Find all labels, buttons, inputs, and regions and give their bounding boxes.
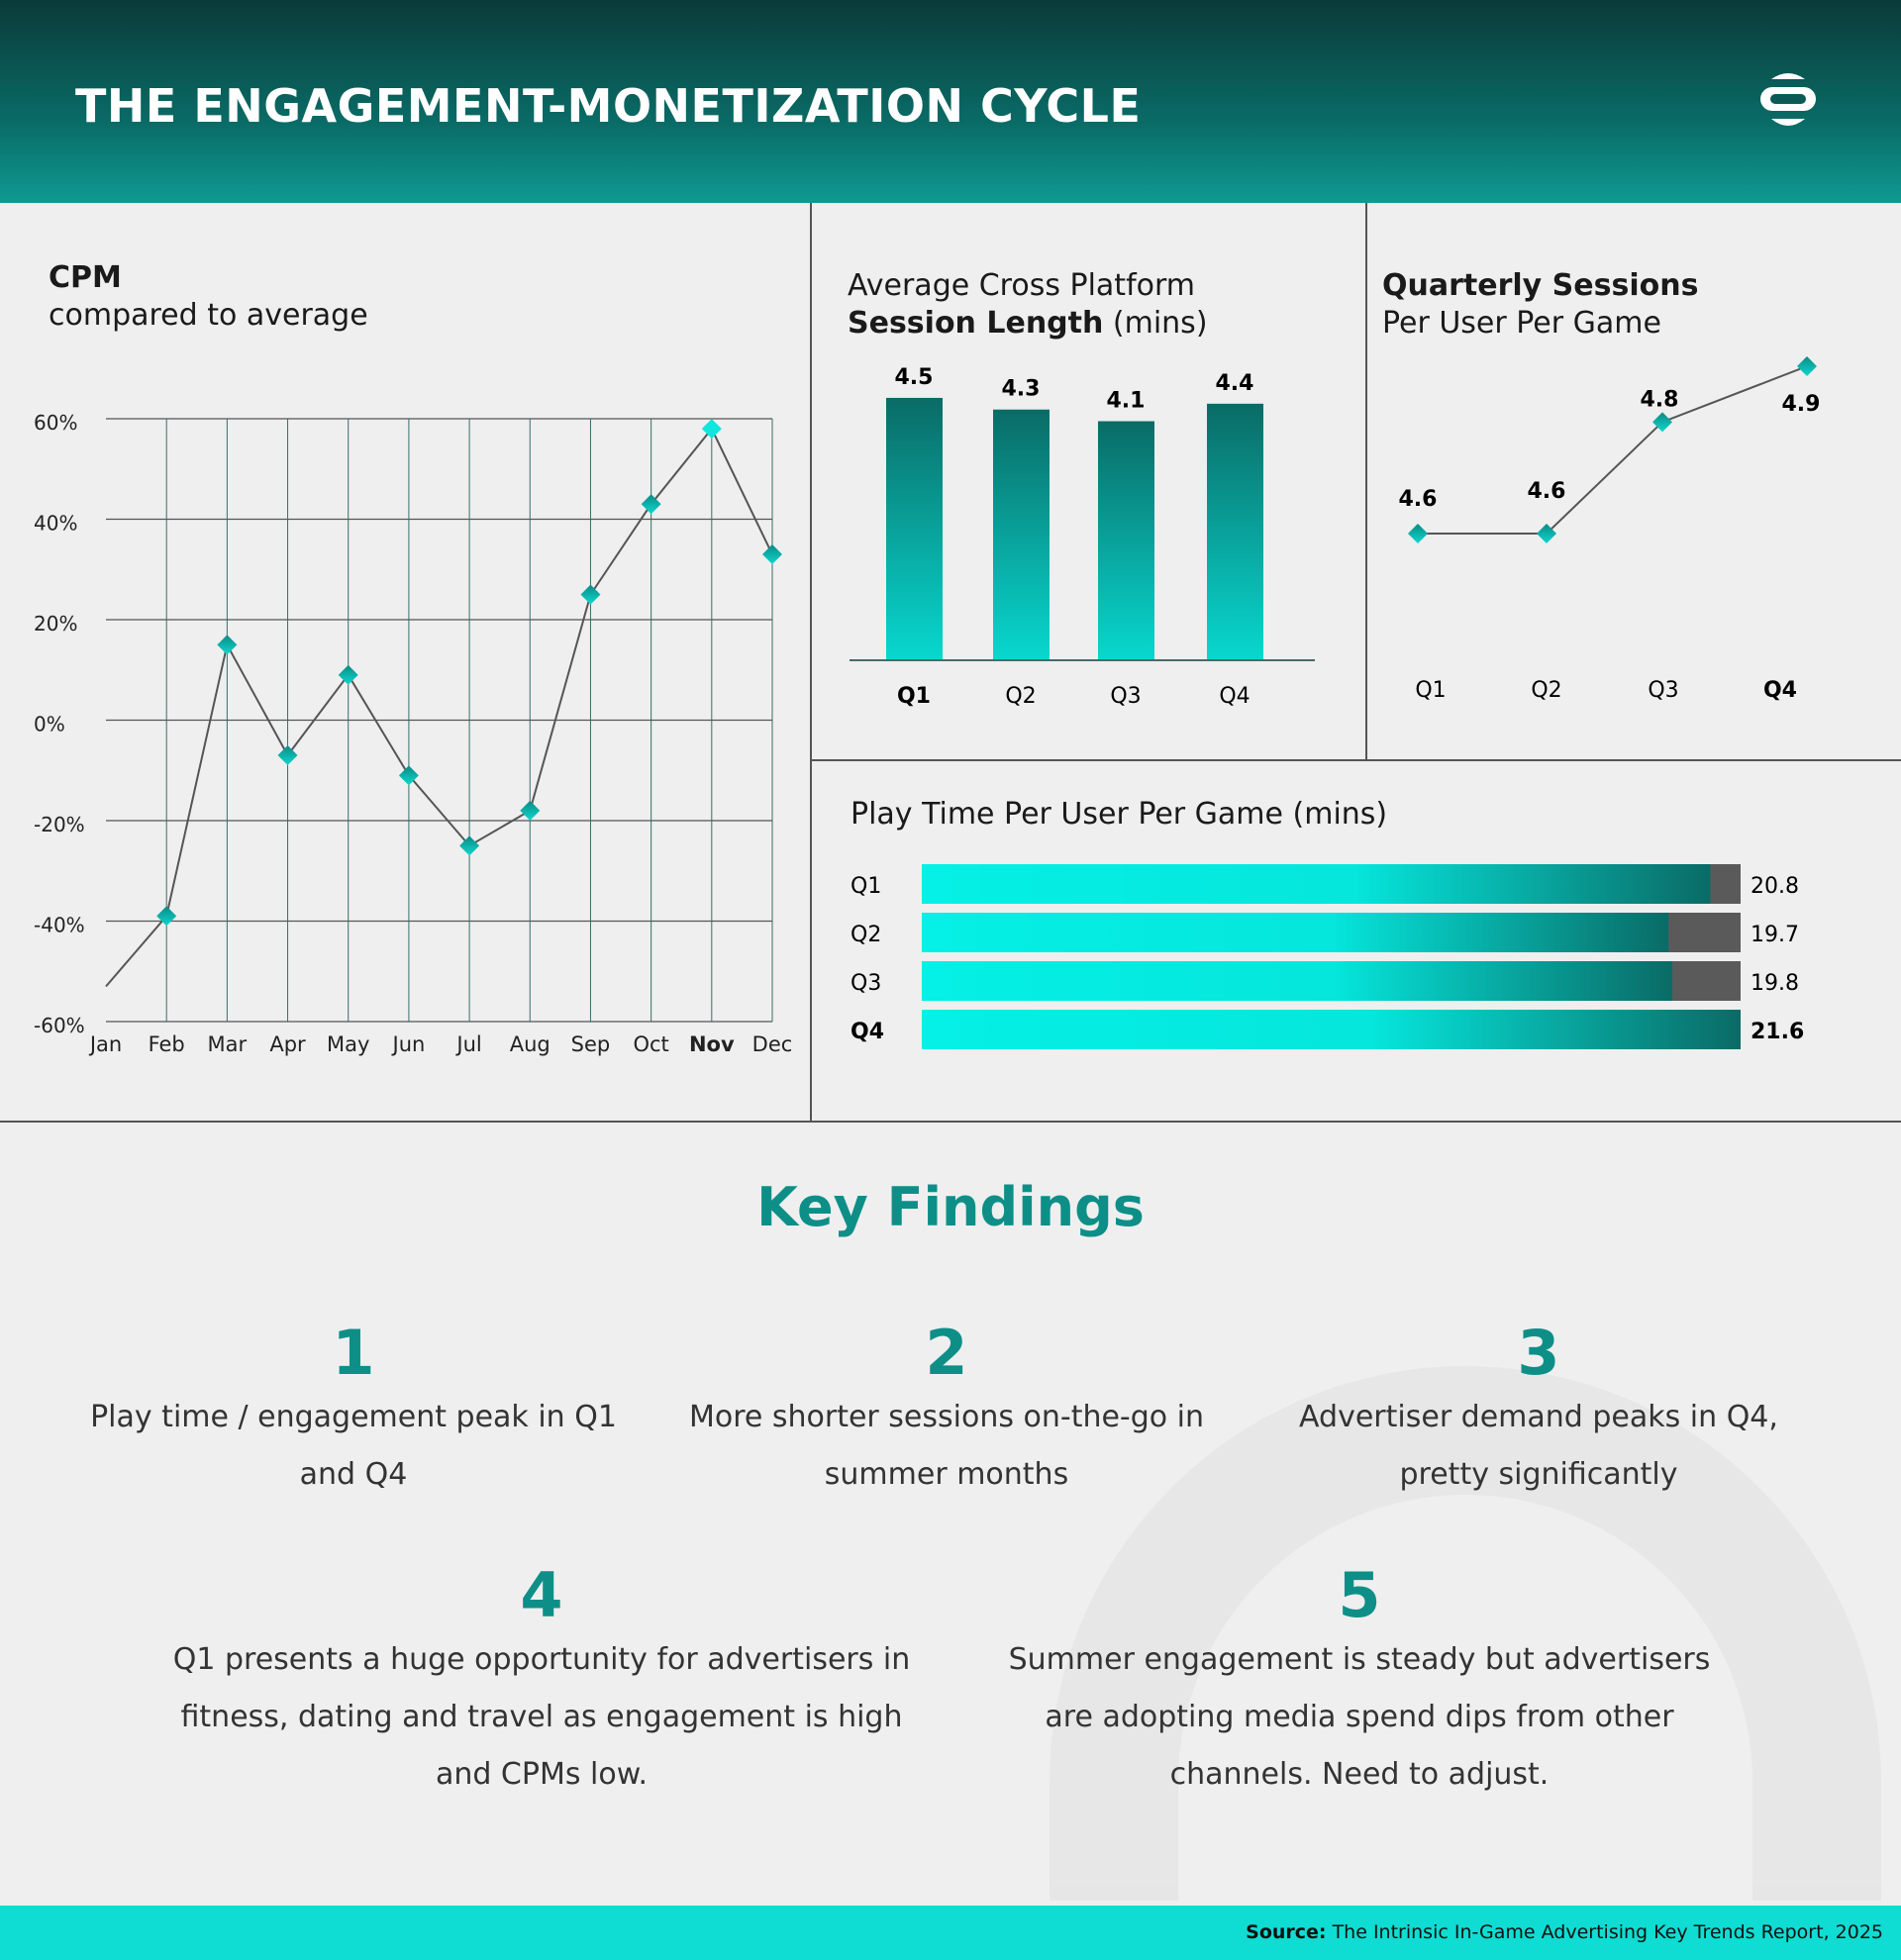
finding-text: Summer engagement is steady but advertis… bbox=[1008, 1642, 1711, 1792]
header: THE ENGAGEMENT-MONETIZATION CYCLE bbox=[0, 0, 1901, 203]
cpm-line bbox=[105, 427, 773, 988]
x-tick-label: Q1 bbox=[1415, 678, 1446, 703]
finding-number: 2 bbox=[925, 1317, 968, 1389]
y-tick-label: -40% bbox=[34, 914, 85, 937]
data-point-apr bbox=[277, 745, 298, 766]
data-point-dec bbox=[762, 544, 782, 565]
y-tick-label: -60% bbox=[34, 1014, 85, 1037]
sessions-line bbox=[1418, 365, 1808, 535]
bar-value-label: 19.8 bbox=[1751, 971, 1799, 996]
finding-text: Q1 presents a huge opportunity for adver… bbox=[172, 1642, 911, 1792]
finding-number: 1 bbox=[332, 1317, 375, 1389]
data-point-may bbox=[338, 664, 358, 685]
divider bbox=[810, 203, 812, 1122]
point-value-label: 4.8 bbox=[1641, 387, 1679, 412]
x-tick-label: Q4 bbox=[1763, 678, 1797, 703]
x-tick-label: Oct bbox=[633, 1032, 668, 1056]
x-tick-label: Jul bbox=[454, 1032, 481, 1056]
bar-q1 bbox=[886, 397, 943, 660]
play-time-title: Play Time Per User Per Game (mins) bbox=[850, 797, 1388, 832]
point-value-label: 4.6 bbox=[1399, 487, 1438, 512]
bar-value-label: 21.6 bbox=[1751, 1020, 1804, 1044]
x-tick-label: Nov bbox=[689, 1032, 735, 1056]
data-point-aug bbox=[520, 800, 541, 821]
x-tick-label: Apr bbox=[269, 1032, 306, 1056]
data-point-oct bbox=[641, 494, 661, 515]
x-tick-label: May bbox=[327, 1032, 369, 1056]
y-tick-label: 40% bbox=[34, 512, 77, 536]
x-tick-label: Q3 bbox=[1110, 684, 1141, 709]
x-tick-label: Jan bbox=[88, 1032, 122, 1056]
footer: Source: The Intrinsic In-Game Advertisin… bbox=[0, 1906, 1901, 1960]
y-tick-label: 0% bbox=[34, 713, 65, 736]
session-length-title: Average Cross Platform Session Length (mi… bbox=[848, 268, 1208, 341]
data-point-q4 bbox=[1797, 356, 1817, 376]
data-point-feb bbox=[156, 906, 177, 927]
point-value-label: 4.6 bbox=[1528, 479, 1566, 504]
bar-q2 bbox=[922, 913, 1669, 952]
x-tick-label: Sep bbox=[571, 1032, 611, 1056]
y-tick-label: -20% bbox=[34, 813, 85, 836]
x-tick-label: Mar bbox=[208, 1032, 248, 1056]
y-tick-label: Q2 bbox=[850, 923, 881, 947]
bar-q3 bbox=[922, 961, 1673, 1001]
data-point-jul bbox=[459, 835, 480, 856]
x-tick-label: Q2 bbox=[1531, 678, 1561, 703]
finding-text: More shorter sessions on-the-go in summe… bbox=[688, 1400, 1205, 1492]
cpm-chart-title: CPM compared to average bbox=[49, 260, 368, 333]
bar-value-label: 20.8 bbox=[1751, 874, 1799, 899]
finding-text: Play time / engagement peak in Q1 and Q4 bbox=[90, 1400, 617, 1492]
data-point-jun bbox=[398, 765, 419, 786]
data-point-nov bbox=[701, 419, 722, 440]
bar-q4 bbox=[922, 1010, 1741, 1049]
y-tick-label: Q1 bbox=[850, 874, 881, 899]
data-point-q1 bbox=[1408, 524, 1428, 543]
finding-number: 4 bbox=[520, 1559, 563, 1631]
point-value-label: 4.9 bbox=[1782, 392, 1821, 417]
bar-q3 bbox=[1098, 421, 1154, 660]
x-tick-label: Q4 bbox=[1219, 684, 1250, 709]
bar-q4 bbox=[1207, 403, 1263, 660]
bar-q2 bbox=[993, 409, 1050, 660]
charts-canvas: 60% 40% 20% 0% -20% -40% -60%Jan Feb Mar Apr May Ju… bbox=[34, 356, 1821, 1056]
bar-q1 bbox=[922, 864, 1711, 904]
x-tick-label: Aug bbox=[510, 1032, 550, 1056]
data-point-mar bbox=[217, 635, 238, 655]
finding-number: 5 bbox=[1338, 1559, 1381, 1631]
y-tick-label: Q4 bbox=[850, 1020, 884, 1044]
divider bbox=[810, 759, 1901, 761]
x-tick-label: Q1 bbox=[897, 684, 931, 709]
x-tick-label: Q2 bbox=[1005, 684, 1036, 709]
bar-value-label: 19.7 bbox=[1751, 923, 1799, 947]
finding-text: Advertiser demand peaks in Q4, pretty si… bbox=[1299, 1400, 1778, 1492]
source-citation: Source: The Intrinsic In-Game Advertisin… bbox=[1246, 1921, 1883, 1943]
data-point-q3 bbox=[1652, 412, 1672, 433]
x-tick-label: Q3 bbox=[1648, 678, 1678, 703]
x-tick-label: Feb bbox=[149, 1032, 185, 1056]
divider bbox=[1365, 203, 1367, 760]
page-title: THE ENGAGEMENT-MONETIZATION CYCLE bbox=[75, 79, 1142, 133]
y-tick-label: 60% bbox=[34, 411, 77, 435]
y-tick-label: 20% bbox=[34, 612, 77, 636]
data-point-sep bbox=[580, 584, 601, 605]
x-tick-label: Jun bbox=[391, 1032, 426, 1056]
bar-value-label: 4.3 bbox=[1002, 377, 1041, 402]
bar-value-label: 4.1 bbox=[1107, 389, 1146, 414]
key-findings-title: Key Findings bbox=[756, 1176, 1145, 1238]
y-tick-label: Q3 bbox=[850, 971, 881, 996]
bar-value-label: 4.4 bbox=[1216, 371, 1254, 396]
x-tick-label: Dec bbox=[752, 1032, 793, 1056]
sessions-title: Quarterly Sessions Per User Per Game bbox=[1382, 268, 1699, 341]
bar-value-label: 4.5 bbox=[895, 365, 934, 390]
brand-logo-icon bbox=[1760, 73, 1816, 126]
finding-number: 3 bbox=[1517, 1317, 1560, 1389]
divider bbox=[0, 1121, 1901, 1123]
data-point-q2 bbox=[1537, 524, 1556, 543]
